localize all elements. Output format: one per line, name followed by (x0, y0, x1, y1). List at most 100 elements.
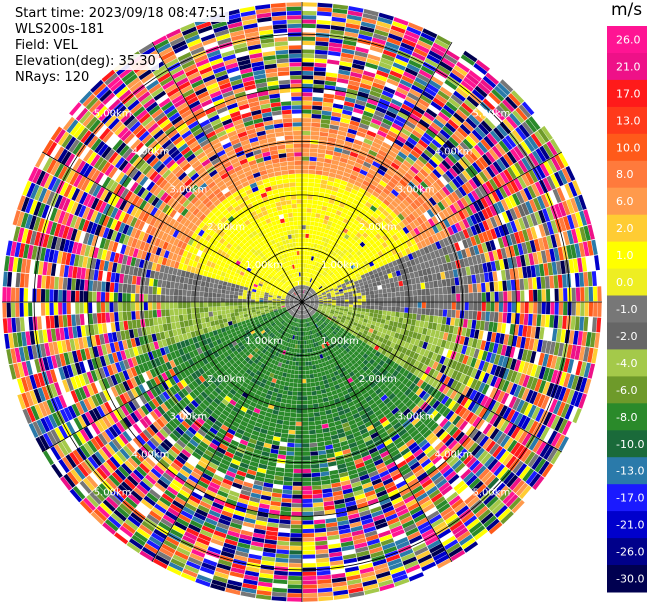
velocity-gate (388, 229, 396, 237)
velocity-gate (460, 396, 469, 407)
velocity-gate (279, 446, 287, 451)
velocity-gate (351, 63, 365, 70)
velocity-gate (334, 253, 340, 259)
velocity-gate (411, 278, 416, 285)
velocity-gate (288, 360, 293, 366)
velocity-gate (407, 204, 415, 213)
velocity-gate (369, 194, 378, 202)
velocity-gate (399, 393, 407, 402)
velocity-gate (358, 123, 369, 130)
velocity-gate (559, 371, 567, 386)
velocity-gate (500, 247, 507, 259)
velocity-gate (478, 156, 489, 168)
velocity-gate (426, 54, 441, 65)
velocity-gate (355, 313, 361, 318)
velocity-gate (403, 341, 410, 349)
velocity-gate (349, 299, 354, 302)
velocity-gate (323, 379, 329, 385)
velocity-gate (460, 451, 471, 462)
velocity-gate (379, 165, 388, 173)
velocity-gate (305, 304, 309, 308)
velocity-gate (347, 248, 354, 254)
velocity-gate (380, 279, 386, 285)
velocity-gate (456, 394, 465, 405)
velocity-gate (306, 383, 311, 388)
velocity-gate (394, 265, 400, 272)
velocity-gate (497, 508, 511, 521)
velocity-gate (306, 299, 310, 301)
velocity-gate (282, 372, 287, 378)
velocity-gate (354, 103, 365, 111)
velocity-gate (325, 72, 338, 78)
velocity-gate (406, 318, 412, 325)
velocity-gate (429, 543, 444, 554)
velocity-gate (566, 199, 575, 214)
velocity-gate (518, 360, 526, 373)
velocity-gate (318, 307, 323, 310)
velocity-gate (552, 188, 562, 203)
velocity-gate (401, 552, 416, 562)
velocity-gate (401, 491, 414, 500)
velocity-gate (531, 406, 541, 420)
velocity-gate (529, 351, 537, 364)
velocity-gate (468, 293, 474, 302)
velocity-gate (352, 277, 358, 282)
velocity-gate (309, 374, 314, 379)
velocity-gate (371, 141, 382, 150)
velocity-gate (337, 284, 342, 289)
velocity-gate (309, 330, 313, 335)
velocity-gate (554, 154, 565, 169)
velocity-gate (579, 210, 588, 226)
velocity-gate (306, 302, 310, 305)
velocity-gate (318, 286, 323, 290)
velocity-gate (502, 118, 515, 132)
velocity-gate (287, 597, 302, 602)
velocity-gate (356, 439, 365, 446)
velocity-gate (312, 324, 316, 330)
velocity-gate (334, 178, 342, 184)
velocity-gate (554, 417, 564, 432)
velocity-gate (553, 342, 560, 356)
velocity-gate (515, 126, 527, 141)
velocity-gate (415, 387, 424, 396)
velocity-gate (398, 263, 404, 270)
velocity-gate (484, 321, 490, 331)
velocity-gate (546, 368, 555, 382)
velocity-gate (281, 429, 289, 434)
velocity-gate (291, 404, 297, 409)
velocity-gate (445, 278, 451, 287)
velocity-gate (324, 215, 330, 221)
velocity-gate (444, 436, 455, 447)
velocity-gate (405, 399, 414, 408)
velocity-gate (338, 65, 352, 72)
velocity-gate (364, 222, 371, 229)
velocity-gate (341, 339, 347, 345)
velocity-gate (415, 435, 426, 445)
velocity-gate (331, 306, 336, 309)
velocity-gate (302, 580, 317, 585)
velocity-gate (382, 288, 387, 294)
velocity-gate (339, 414, 347, 420)
velocity-gate (371, 37, 386, 45)
velocity-gate (459, 141, 471, 153)
velocity-gate (570, 197, 579, 213)
velocity-gate (400, 431, 410, 441)
velocity-gate (418, 439, 428, 448)
velocity-gate (465, 117, 478, 129)
velocity-gate (413, 513, 427, 523)
velocity-gate (360, 288, 366, 293)
velocity-gate (517, 204, 526, 217)
velocity-gate (529, 391, 538, 405)
velocity-gate (447, 302, 452, 310)
velocity-gate (310, 131, 320, 136)
velocity-gate (445, 470, 457, 482)
velocity-gate (347, 288, 352, 293)
velocity-gate (305, 276, 308, 281)
velocity-gate (297, 391, 302, 396)
velocity-gate (565, 166, 576, 181)
velocity-gate (309, 438, 317, 443)
velocity-gate (467, 275, 473, 285)
velocity-gate (377, 16, 393, 25)
velocity-gate (532, 252, 539, 265)
velocity-gate (373, 313, 378, 318)
